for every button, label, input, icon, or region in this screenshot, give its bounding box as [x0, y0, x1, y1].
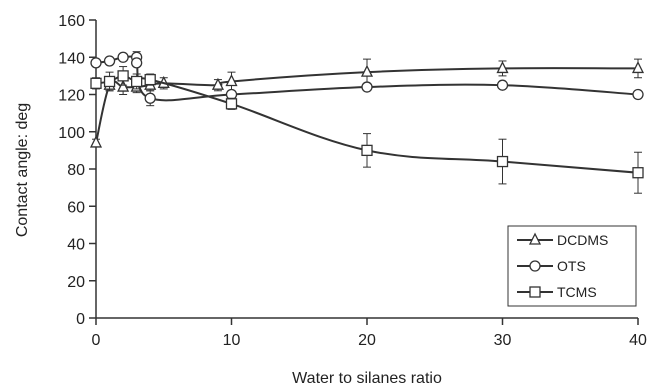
y-tick-label: 100: [58, 125, 85, 142]
data-point-ots: [90, 57, 102, 69]
data-point-tcms: [225, 98, 238, 110]
legend-marker-dcdms: [528, 232, 542, 245]
y-tick-label: 40: [67, 237, 85, 254]
data-point-tcms: [103, 75, 116, 88]
data-point-tcms: [130, 75, 143, 88]
data-point-tcms: [90, 77, 102, 89]
series-ots: [90, 51, 644, 107]
y-tick-label: 120: [58, 88, 85, 105]
data-point-ots: [130, 57, 143, 69]
data-point-tcms: [361, 144, 373, 157]
data-point-tcms: [144, 73, 156, 86]
data-point-dcdms: [360, 64, 374, 77]
legend-marker-ots: [529, 260, 541, 272]
data-point-ots: [144, 92, 156, 104]
data-point-ots: [103, 55, 116, 67]
data-point-dcdms: [89, 135, 103, 148]
legend-marker-tcms: [529, 286, 541, 298]
series-layer: [89, 51, 645, 194]
y-tick-label: 0: [76, 311, 85, 328]
axes: 0 20 40 60 80 100 120 140 160 0 10 20 30 40: [58, 13, 647, 349]
data-point-dcdms: [117, 79, 130, 92]
data-point-tcms: [632, 167, 644, 179]
x-tick-label: 40: [629, 332, 647, 349]
y-axis-title: Contact angle: deg: [14, 103, 31, 237]
data-point-dcdms: [631, 60, 645, 74]
x-tick-label: 30: [494, 332, 512, 349]
data-point-dcdms: [496, 60, 509, 74]
data-point-ots: [117, 51, 129, 63]
x-tick-label: 20: [358, 332, 376, 349]
data-point-dcdms: [211, 77, 225, 90]
legend-label-dcdms: DCDMS: [557, 232, 608, 248]
y-tick-label: 20: [67, 274, 85, 291]
data-point-tcms: [496, 155, 509, 168]
y-tick-label: 60: [67, 199, 85, 216]
data-point-tcms: [117, 70, 129, 82]
x-axis-title: Water to silanes ratio: [292, 370, 442, 387]
data-point-dcdms: [225, 74, 238, 87]
data-point-ots: [361, 81, 373, 93]
y-tick-label: 140: [58, 50, 85, 67]
legend-label-tcms: TCMS: [557, 284, 597, 300]
x-tick-label: 0: [92, 332, 101, 349]
y-tick-label: 80: [67, 162, 85, 179]
y-tick-label: 160: [58, 13, 85, 30]
legend: DCDMS OTS TCMS: [507, 225, 637, 307]
legend-label-ots: OTS: [557, 258, 586, 274]
x-tick-label: 10: [223, 332, 241, 349]
data-point-ots: [632, 88, 644, 101]
series-tcms: [90, 66, 644, 194]
data-point-ots: [496, 79, 509, 91]
